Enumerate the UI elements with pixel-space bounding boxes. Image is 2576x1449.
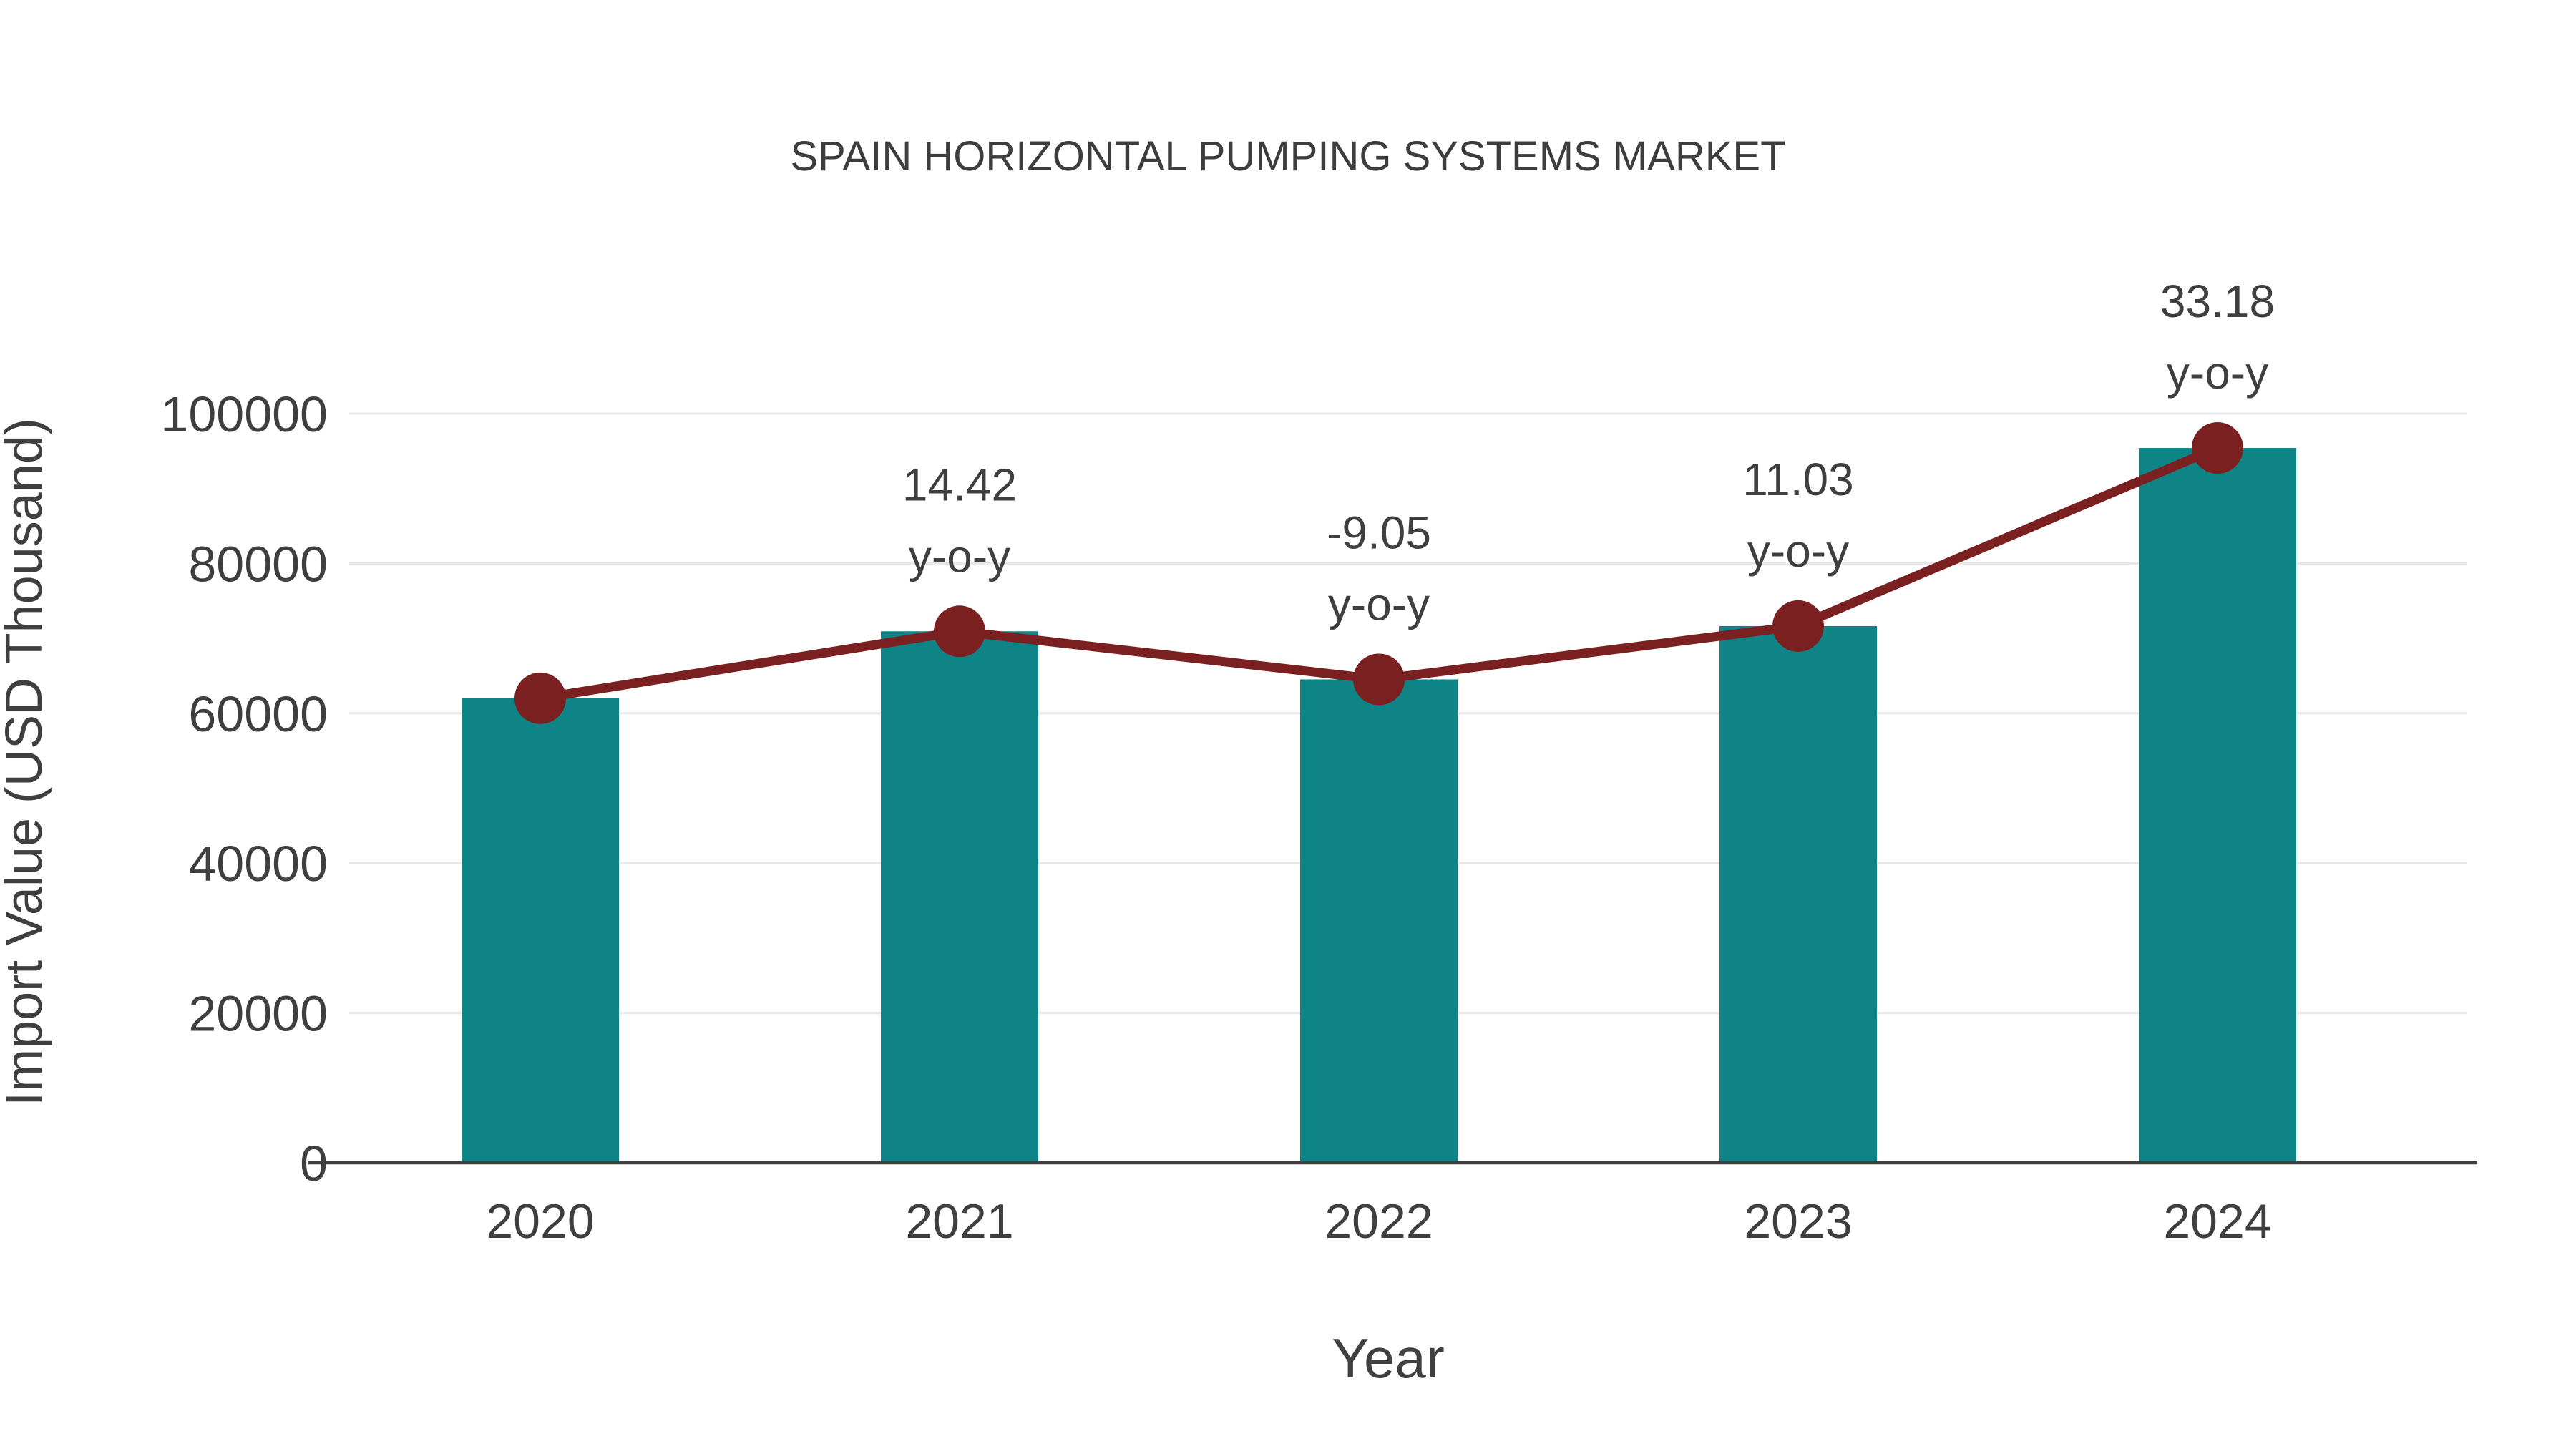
x-tick-labels: 2020 2021 2022 2023 2024 <box>486 1194 2271 1249</box>
annotation-value: 14.42 <box>902 459 1017 510</box>
y-tick-label: 80000 <box>188 536 328 592</box>
line-marker-2020 <box>514 672 566 724</box>
line-marker-2021 <box>934 605 985 658</box>
annotations: 14.42 y-o-y -9.05 y-o-y 11.03 y-o-y 33.18 y-o-y <box>902 275 2275 630</box>
x-tick-label: 2023 <box>1744 1194 1852 1249</box>
y-tick-label: 20000 <box>188 986 328 1042</box>
x-tick-label: 2021 <box>905 1194 1013 1249</box>
line-marker-2022 <box>1353 653 1405 706</box>
annotation-label: y-o-y <box>1328 578 1430 630</box>
bar-2020 <box>462 698 619 1163</box>
bar-series <box>462 448 2296 1163</box>
y-axis-title: Import Value (USD Thousand) <box>0 418 53 1106</box>
bar-2023 <box>1719 625 1877 1163</box>
annotation-value: 11.03 <box>1742 454 1853 505</box>
bar-2021 <box>881 631 1038 1163</box>
y-tick-label: 60000 <box>188 686 328 742</box>
x-tick-label: 2024 <box>2163 1194 2271 1249</box>
annotation-label: y-o-y <box>2167 347 2268 399</box>
bar-2022 <box>1300 679 1458 1163</box>
y-tick-labels: 0 20000 40000 60000 80000 100000 <box>160 386 328 1191</box>
chart-title: SPAIN HORIZONTAL PUMPING SYSTEMS MARKET <box>790 133 1785 180</box>
line-marker-2024 <box>2192 422 2243 474</box>
x-tick-label: 2022 <box>1324 1194 1433 1249</box>
line-series <box>514 422 2243 724</box>
x-axis-title: Year <box>1332 1327 1445 1390</box>
annotation-label: y-o-y <box>909 530 1010 582</box>
annotation-value: -9.05 <box>1327 507 1431 558</box>
y-tick-label: 0 <box>300 1136 328 1191</box>
y-tick-label: 40000 <box>188 836 328 892</box>
annotation-label: y-o-y <box>1747 525 1849 577</box>
x-tick-label: 2020 <box>486 1194 594 1249</box>
y-tick-label: 100000 <box>160 386 328 442</box>
bar-2024 <box>2139 448 2296 1163</box>
annotation-value: 33.18 <box>2160 275 2275 327</box>
line-marker-2023 <box>1772 600 1824 652</box>
